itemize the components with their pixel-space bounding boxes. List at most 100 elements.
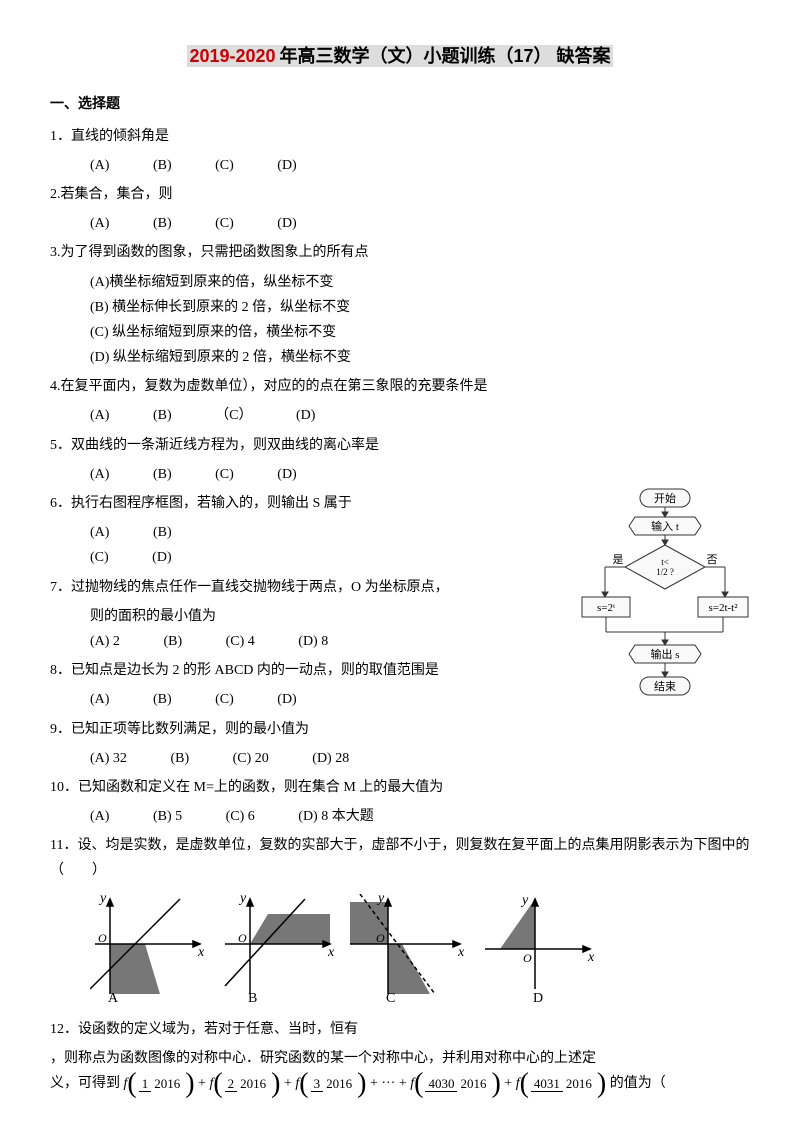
question-1: 1．直线的倾斜角是 — [50, 124, 750, 149]
q7-stem: 7．过抛物线的焦点任作一直线交抛物线于两点，O 为坐标原点， — [50, 580, 449, 595]
title-rest: 年高三数学（文）小题训练（17） 缺答案 — [278, 45, 613, 67]
q6-opt-a: (A) — [90, 520, 109, 545]
q7-opt-b: (B) — [163, 629, 182, 654]
svg-text:B: B — [248, 991, 257, 1004]
q8-opt-c: (C) — [215, 687, 234, 712]
q4-options: (A) (B) （C） (D) — [90, 403, 750, 428]
flow-right: s=2t-t² — [708, 602, 738, 614]
q10-opt-d: (D) 8 本大题 — [298, 804, 373, 829]
q1-opt-a: (A) — [90, 153, 109, 178]
title-year: 2019-2020 — [187, 45, 277, 67]
svg-text:A: A — [108, 991, 119, 1004]
q5-options: (A) (B) (C) (D) — [90, 462, 750, 487]
q3-opt-d: (D) 纵坐标缩短到原来的 2 倍，横坐标不变 — [90, 345, 750, 370]
q5-opt-d: (D) — [277, 462, 296, 487]
graph-b: y x O B — [220, 894, 340, 1004]
q12-stem2: ，则称点为函数图像的对称中心．研究函数的某一个对称中心，并利用对称中心的上述定 — [50, 1046, 750, 1071]
svg-text:x: x — [327, 945, 335, 960]
q2-opt-a: (A) — [90, 211, 109, 236]
q6-opt-c: (C) — [90, 545, 109, 570]
svg-text:y: y — [98, 894, 107, 906]
q12-pre: 义，可得到 — [50, 1076, 124, 1091]
q7-opt-a: (A) 2 — [90, 629, 120, 654]
question-2: 2.若集合，集合，则 — [50, 182, 750, 207]
q7-opt-c: (C) 4 — [226, 629, 255, 654]
q8-opt-a: (A) — [90, 687, 109, 712]
q9-opt-c: (C) 20 — [233, 746, 269, 771]
q2-stem: 2.若集合，集合，则 — [50, 187, 173, 202]
graph-a: y x O A — [90, 894, 210, 1004]
question-10: 10．已知函数和定义在 M=上的函数，则在集合 M 上的最大值为 — [50, 775, 750, 800]
q9-options: (A) 32 (B) (C) 20 (D) 28 — [90, 746, 750, 771]
question-3: 3.为了得到函数的图象，只需把函数图象上的所有点 — [50, 240, 750, 265]
svg-text:O: O — [523, 951, 532, 965]
q12-formula-line: 义，可得到 f(12016) + f(22016) + f(32016) + ·… — [50, 1071, 750, 1096]
svg-text:y: y — [520, 894, 529, 908]
q10-options: (A) (B) 5 (C) 6 (D) 8 本大题 — [90, 804, 750, 829]
flow-yes: 是 — [613, 553, 624, 566]
q6-opt-b: (B) — [153, 520, 172, 545]
q12-formula: f(12016) + f(22016) + f(32016) + ··· + f… — [124, 1076, 610, 1091]
svg-text:D: D — [533, 991, 543, 1004]
q8-opt-d: (D) — [277, 687, 296, 712]
svg-text:y: y — [376, 894, 385, 906]
flow-out: 输出 s — [650, 647, 679, 661]
svg-text:t<: t< — [661, 557, 669, 567]
q4-opt-d: (D) — [296, 403, 315, 428]
q3-opt-b: (B) 横坐标伸长到原来的 2 倍，纵坐标不变 — [90, 295, 750, 320]
q12-stem: 12．设函数的定义域为，若对于任意、当时，恒有 — [50, 1022, 358, 1037]
q4-opt-b: (B) — [153, 403, 172, 428]
q5-stem: 5．双曲线的一条渐近线方程为，则双曲线的离心率是 — [50, 438, 379, 453]
q7-opt-d: (D) 8 — [298, 629, 328, 654]
svg-text:O: O — [238, 931, 247, 945]
q2-opt-b: (B) — [153, 211, 172, 236]
q11-graphs: y x O A y x O B y x O C y x O D — [90, 894, 750, 1013]
question-4: 4.在复平面内，复数为虚数单位），对应的的点在第三象限的充要条件是 — [50, 374, 750, 399]
q9-opt-d: (D) 28 — [312, 746, 349, 771]
svg-text:x: x — [587, 950, 595, 965]
svg-text:C: C — [386, 991, 395, 1004]
q10-opt-a: (A) — [90, 804, 109, 829]
q1-opt-c: (C) — [215, 153, 234, 178]
svg-text:1/2 ?: 1/2 ? — [656, 567, 674, 577]
q12-post: 的值为（ — [610, 1076, 666, 1091]
q10-opt-b: (B) 5 — [153, 804, 182, 829]
flow-left: s=2ᵗ — [597, 602, 615, 614]
q2-options: (A) (B) (C) (D) — [90, 211, 750, 236]
graph-d: y x O D — [480, 894, 600, 1004]
q9-opt-a: (A) 32 — [90, 746, 127, 771]
flow-start: 开始 — [654, 491, 676, 505]
q1-stem: 1．直线的倾斜角是 — [50, 129, 169, 144]
question-11: 11．设、均是实数，是虚数单位，复数的实部大于，虚部不小于，则复数在复平面上的点… — [50, 833, 750, 883]
q4-opt-c: （C） — [215, 403, 252, 428]
q1-options: (A) (B) (C) (D) — [90, 153, 750, 178]
question-12: 12．设函数的定义域为，若对于任意、当时，恒有 — [50, 1017, 750, 1042]
q11-stem: 11．设、均是实数，是虚数单位，复数的实部大于，虚部不小于，则复数在复平面上的点… — [50, 838, 749, 878]
flow-no: 否 — [707, 554, 718, 566]
q5-opt-c: (C) — [215, 462, 234, 487]
question-5: 5．双曲线的一条渐近线方程为，则双曲线的离心率是 — [50, 433, 750, 458]
q4-stem: 4.在复平面内，复数为虚数单位），对应的的点在第三象限的充要条件是 — [50, 379, 488, 394]
q2-opt-c: (C) — [215, 211, 234, 236]
flow-end: 结束 — [654, 680, 676, 693]
q2-opt-d: (D) — [277, 211, 296, 236]
q8-opt-b: (B) — [153, 687, 172, 712]
q10-stem: 10．已知函数和定义在 M=上的函数，则在集合 M 上的最大值为 — [50, 780, 443, 795]
flowchart-figure: 开始 输入 t t< 1/2 ? 是 否 s=2ᵗ s=2t-t² 输出 s 结… — [580, 487, 750, 727]
svg-text:O: O — [98, 931, 107, 945]
q3-opt-a: (A)横坐标缩短到原来的倍，纵坐标不变 — [90, 270, 750, 295]
q5-opt-b: (B) — [153, 462, 172, 487]
q6-stem: 6．执行右图程序框图，若输入的，则输出 S 属于 — [50, 496, 352, 511]
svg-text:x: x — [457, 945, 465, 960]
svg-text:y: y — [238, 894, 247, 906]
q10-opt-c: (C) 6 — [226, 804, 255, 829]
flow-input: 输入 t — [651, 519, 679, 533]
q3-opt-c: (C) 纵坐标缩短到原来的倍，横坐标不变 — [90, 320, 750, 345]
q1-opt-d: (D) — [277, 153, 296, 178]
svg-text:x: x — [197, 945, 205, 960]
graph-c: y x O C — [350, 894, 470, 1004]
q4-opt-a: (A) — [90, 403, 109, 428]
q3-stem: 3.为了得到函数的图象，只需把函数图象上的所有点 — [50, 245, 369, 260]
page-title: 2019-2020年高三数学（文）小题训练（17） 缺答案 — [50, 40, 750, 72]
q8-stem: 8．已知点是边长为 2 的形 ABCD 内的一动点，则的取值范围是 — [50, 663, 439, 678]
